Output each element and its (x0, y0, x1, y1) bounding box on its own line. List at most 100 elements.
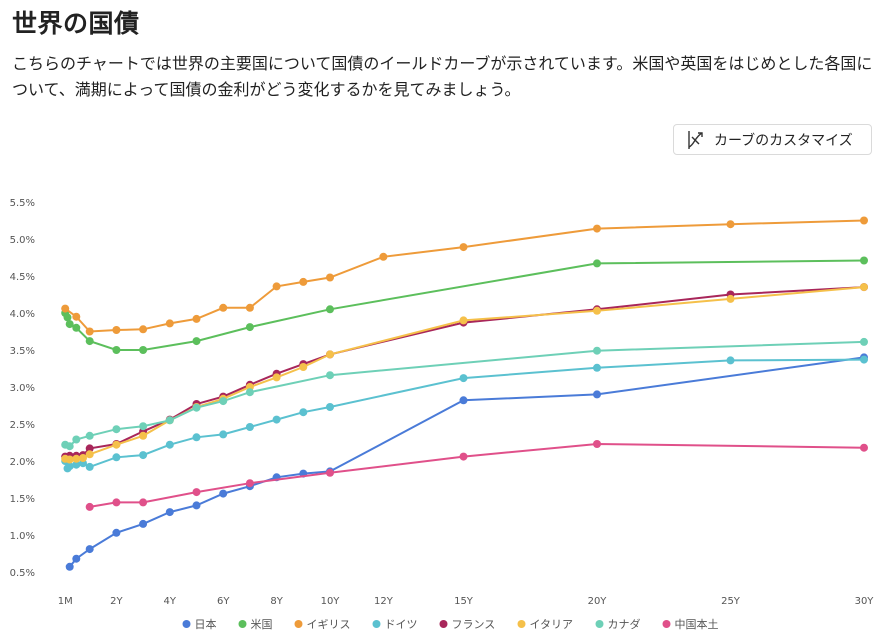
x-tick-label: 10Y (321, 596, 341, 607)
y-tick-label: 4.5% (10, 272, 35, 283)
data-point (65, 442, 74, 451)
customize-curve-label: カーブのカスタマイズ (714, 132, 853, 149)
curve-customize-icon (686, 129, 706, 151)
data-point (165, 440, 174, 449)
y-tick-label: 0.5% (10, 568, 35, 579)
data-point (299, 408, 308, 417)
x-tick-label: 6Y (217, 596, 230, 607)
data-point (112, 453, 121, 462)
data-point (65, 455, 74, 464)
data-point (459, 316, 468, 325)
data-point (85, 462, 94, 471)
data-point (192, 488, 201, 497)
data-point (139, 325, 148, 334)
data-point (85, 545, 94, 554)
data-point (139, 346, 148, 354)
legend-marker (662, 620, 671, 628)
data-point (245, 323, 254, 332)
data-point (192, 314, 201, 323)
x-tick-label: 25Y (721, 596, 741, 607)
data-point (65, 320, 74, 329)
data-point (326, 273, 334, 282)
data-point (72, 312, 81, 321)
legend-marker (182, 620, 191, 628)
series-line (68, 356, 865, 568)
data-point (593, 346, 601, 355)
data-point (192, 403, 201, 412)
data-point (326, 403, 334, 411)
data-point (72, 323, 81, 332)
series-line (64, 340, 865, 448)
data-point (219, 489, 228, 498)
data-point (245, 423, 254, 431)
data-point (139, 519, 148, 528)
data-point (459, 396, 468, 405)
legend-marker (439, 620, 448, 628)
x-tick-label: 15Y (454, 596, 474, 607)
y-tick-label: 1.5% (10, 494, 35, 505)
data-point (79, 454, 87, 462)
y-tick-label: 3.5% (10, 346, 35, 357)
data-point (860, 337, 868, 346)
y-tick-label: 1.0% (10, 531, 35, 542)
data-point (219, 303, 228, 312)
customize-curve-button[interactable]: カーブのカスタマイズ (673, 124, 872, 155)
data-point (593, 440, 601, 448)
data-point (860, 256, 868, 265)
data-point (112, 528, 121, 537)
y-tick-label: 4.0% (10, 309, 35, 320)
legend-item: 米国 (251, 618, 273, 631)
data-point (112, 425, 121, 434)
data-point (593, 306, 601, 315)
y-tick-label: 3.0% (10, 383, 35, 394)
x-tick-label: 30Y (855, 596, 875, 607)
data-point (860, 443, 868, 452)
x-tick-label: 4Y (164, 596, 177, 607)
data-point (112, 440, 121, 449)
y-tick-label: 2.5% (10, 420, 35, 431)
data-point (165, 319, 174, 328)
data-point (459, 243, 468, 252)
legend-marker (517, 620, 526, 628)
legend-marker (294, 620, 303, 628)
data-point (326, 468, 334, 477)
data-point (459, 452, 468, 461)
legend-marker (372, 620, 381, 628)
data-point (65, 462, 74, 471)
data-point (192, 433, 201, 442)
data-point (72, 435, 81, 444)
data-point (245, 388, 254, 397)
data-point (726, 220, 735, 229)
page-title: 世界の国債 (12, 9, 140, 38)
data-point (726, 356, 735, 365)
data-point (112, 346, 121, 354)
series-line (89, 442, 865, 508)
x-tick-label: 20Y (588, 596, 608, 607)
series-line (64, 259, 865, 351)
data-point (219, 397, 228, 406)
data-point (112, 326, 121, 334)
data-point (85, 327, 94, 336)
data-point (326, 371, 334, 380)
data-point (860, 355, 868, 364)
legend-item: ドイツ (385, 618, 418, 631)
data-point (85, 502, 94, 511)
data-point (85, 450, 94, 459)
y-tick-label: 5.0% (10, 235, 35, 246)
data-point (139, 422, 148, 431)
data-point (299, 363, 308, 371)
data-point (299, 277, 308, 286)
legend-item: 中国本土 (675, 617, 719, 631)
data-point (112, 498, 121, 507)
data-point (192, 501, 201, 510)
y-tick-label: 2.0% (10, 457, 35, 468)
x-tick-label: 12Y (374, 596, 394, 607)
legend-item: フランス (452, 618, 496, 631)
data-point (379, 252, 388, 261)
data-point (272, 373, 281, 382)
data-point (165, 508, 174, 517)
data-point (459, 374, 468, 383)
data-point (593, 259, 601, 268)
legend-item: カナダ (608, 617, 641, 631)
y-tick-label: 5.5% (10, 198, 35, 209)
